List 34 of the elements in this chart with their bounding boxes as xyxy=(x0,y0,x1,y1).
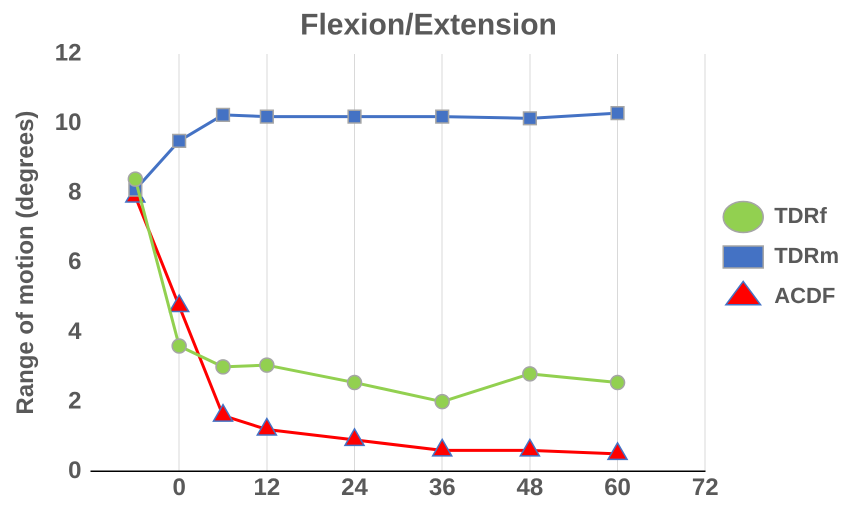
chart-title: Flexion/Extension xyxy=(300,8,557,42)
point xyxy=(128,171,144,187)
x-tick-label: 48 xyxy=(516,474,544,502)
y-tick-label: 10 xyxy=(54,109,82,136)
x-tick-label: 0 xyxy=(172,474,186,502)
y-tick-label: 4 xyxy=(68,318,82,345)
y-tick-label: 8 xyxy=(68,178,82,206)
legend-label: TDRm xyxy=(774,243,840,268)
point xyxy=(435,109,450,124)
x-tick-label: 12 xyxy=(253,474,280,502)
point xyxy=(256,418,278,436)
point xyxy=(344,428,365,446)
point xyxy=(520,438,540,457)
y-tick-label: 6 xyxy=(68,248,82,276)
y-tick-label: 0 xyxy=(68,456,82,484)
y-axis-title: Range of motion (degrees) xyxy=(12,110,40,415)
x-tick-label: 72 xyxy=(692,474,719,502)
point xyxy=(347,109,362,124)
point xyxy=(172,134,186,148)
point xyxy=(432,438,452,457)
point xyxy=(522,111,537,126)
x-tick-label: 36 xyxy=(428,474,456,502)
point xyxy=(610,106,625,120)
y-tick-label: 2 xyxy=(68,387,82,414)
point xyxy=(168,294,190,312)
point xyxy=(212,404,234,422)
point xyxy=(607,442,628,460)
legend-label: TDRf xyxy=(774,203,828,228)
y-tick-label: 12 xyxy=(54,40,82,67)
point xyxy=(216,108,230,122)
x-tick-label: 60 xyxy=(604,474,631,502)
x-tick-label: 24 xyxy=(341,474,369,502)
point xyxy=(260,109,274,124)
legend-label: ACDF xyxy=(774,283,836,308)
